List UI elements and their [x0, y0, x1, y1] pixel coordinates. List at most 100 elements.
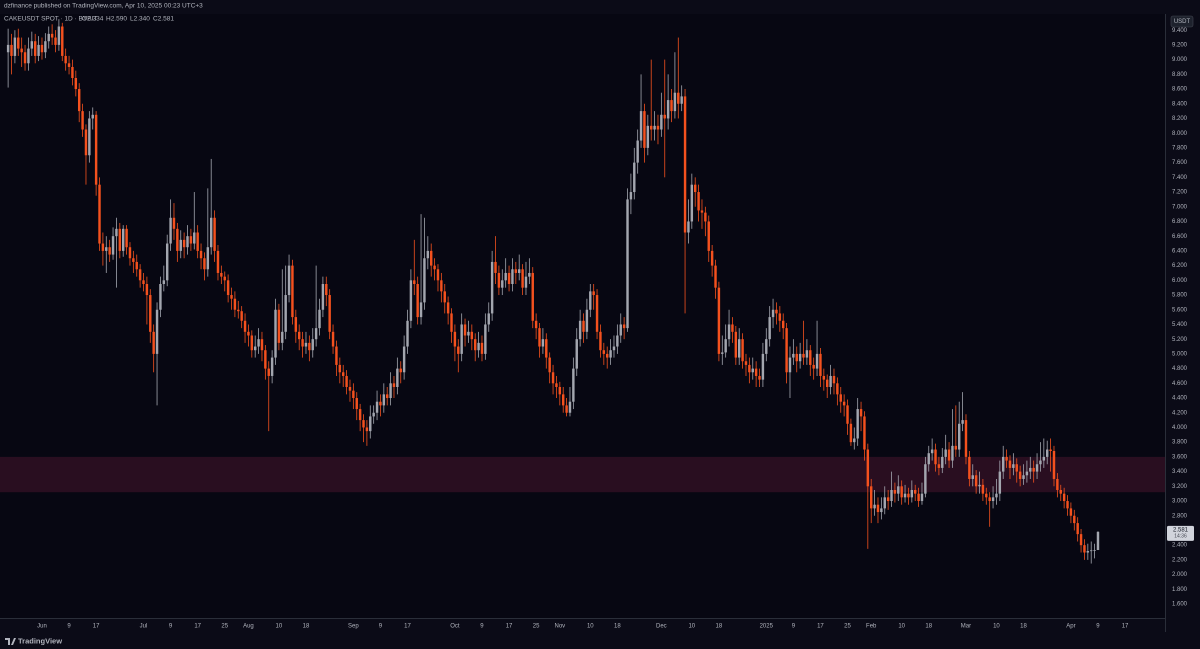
candle-body — [301, 339, 304, 347]
candle-body — [216, 250, 220, 273]
candle-body — [988, 497, 991, 502]
candle-body — [115, 228, 118, 237]
candle-body — [836, 383, 839, 395]
publisher-line: dzfinance published on TradingView.com, … — [4, 3, 203, 10]
currency-box[interactable] — [1170, 15, 1194, 28]
candle-body — [504, 272, 507, 281]
candle-body — [169, 217, 172, 244]
candle-body — [859, 409, 863, 417]
candle-body — [704, 212, 707, 222]
y-tick-label: 4.600 — [1172, 381, 1188, 387]
candle-body — [81, 111, 84, 130]
candle-body — [998, 471, 1002, 494]
candle-body — [57, 26, 61, 45]
candle-body — [886, 497, 890, 502]
candle-body — [132, 258, 135, 262]
candle-body — [294, 317, 298, 332]
candle-body — [761, 353, 765, 380]
candle-body — [568, 401, 572, 413]
y-tick-label: 3.400 — [1172, 469, 1188, 475]
candle-body — [484, 324, 487, 354]
candle-body — [250, 335, 254, 351]
x-tick-label: 18 — [614, 624, 621, 630]
candle-body — [426, 250, 430, 259]
candle-body — [1025, 471, 1029, 476]
candle-body — [744, 361, 748, 365]
candle-body — [284, 295, 287, 332]
y-tick-label: 3.800 — [1172, 440, 1188, 446]
candle-body — [863, 416, 866, 450]
candle-body — [558, 386, 562, 395]
candle-body — [727, 324, 731, 340]
candle-body — [961, 420, 964, 424]
candle-body — [974, 475, 978, 487]
candle-body — [33, 41, 37, 56]
candle-body — [135, 261, 138, 270]
candle-body — [94, 114, 98, 185]
candle-body — [267, 368, 270, 376]
y-tick-label: 7.000 — [1172, 204, 1188, 210]
candle-body — [869, 486, 873, 509]
x-tick-label: 17 — [817, 624, 824, 630]
candle-body — [1093, 550, 1096, 551]
y-tick-label: 6.400 — [1172, 248, 1188, 254]
candle-body — [172, 217, 176, 229]
candle-body — [165, 243, 169, 281]
ohlc-low: L2.340 — [130, 16, 150, 23]
candle-body — [1062, 493, 1066, 502]
candle-body — [176, 228, 179, 251]
candle-body — [758, 375, 761, 380]
candle-body — [318, 309, 321, 329]
candle-body — [768, 317, 771, 340]
candle-body — [345, 375, 348, 387]
candle-body — [338, 364, 342, 373]
candle-body — [721, 352, 724, 354]
candle-body — [108, 247, 111, 255]
candle-body — [1073, 515, 1076, 524]
candle-body — [565, 405, 568, 413]
y-tick-label: 6.000 — [1172, 278, 1188, 284]
candle-body — [941, 456, 944, 468]
x-tick-label: 9 — [379, 624, 383, 630]
y-tick-label: 5.200 — [1172, 337, 1188, 343]
last-price-box — [1167, 525, 1194, 541]
candle-body — [541, 339, 545, 347]
candle-body — [155, 309, 159, 354]
candle-body — [243, 320, 247, 332]
candle-body — [575, 339, 578, 369]
x-tick-label: 17 — [194, 624, 201, 630]
candle-body — [616, 335, 619, 347]
y-tick-label: 3.600 — [1172, 454, 1188, 460]
candle-body — [416, 283, 419, 318]
candle-body — [687, 221, 690, 233]
candle-body — [798, 353, 802, 362]
candle-body — [903, 493, 907, 498]
candle-body — [910, 489, 914, 498]
candle-body — [599, 331, 602, 351]
x-tick-label: Feb — [866, 624, 877, 630]
candle-body — [1001, 456, 1005, 472]
candle-body — [375, 401, 379, 413]
y-tick-label: 3.200 — [1172, 484, 1188, 490]
x-tick-label: 17 — [506, 624, 513, 630]
candle-body — [646, 125, 650, 148]
x-tick-label: 9 — [1096, 624, 1100, 630]
candle-body — [578, 320, 582, 340]
candle-body — [612, 346, 616, 351]
candle-body — [30, 41, 34, 49]
candle-body — [118, 228, 122, 251]
candle-body — [778, 313, 782, 321]
candle-body — [125, 228, 128, 248]
x-tick-label: Apr — [1066, 624, 1075, 630]
candle-body — [240, 311, 243, 321]
candle-body — [947, 449, 951, 461]
candle-body — [27, 48, 30, 64]
candle-body — [514, 269, 518, 273]
x-tick-label: Sep — [348, 624, 359, 630]
candle-body — [954, 445, 958, 450]
candle-body — [639, 111, 643, 141]
candle-body — [382, 394, 386, 406]
plot-area — [0, 14, 1165, 618]
candle-body — [402, 346, 406, 373]
candle-body — [815, 353, 819, 369]
